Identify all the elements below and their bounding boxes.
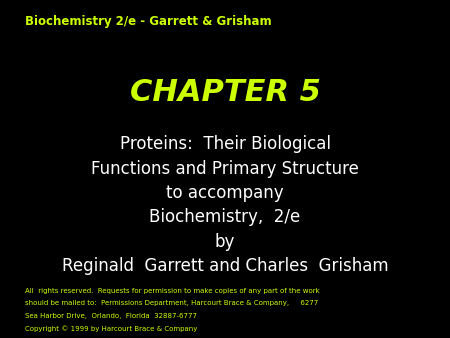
Text: CHAPTER 5: CHAPTER 5 xyxy=(130,78,320,107)
Text: should be mailed to:  Permissions Department, Harcourt Brace & Company,     6277: should be mailed to: Permissions Departm… xyxy=(25,300,318,307)
Text: to accompany: to accompany xyxy=(166,184,284,202)
Text: Biochemistry 2/e - Garrett & Grisham: Biochemistry 2/e - Garrett & Grisham xyxy=(25,15,271,28)
Text: Functions and Primary Structure: Functions and Primary Structure xyxy=(91,160,359,177)
Text: All  rights reserved.  Requests for permission to make copies of any part of the: All rights reserved. Requests for permis… xyxy=(25,288,319,294)
Text: Copyright © 1999 by Harcourt Brace & Company: Copyright © 1999 by Harcourt Brace & Com… xyxy=(25,325,197,332)
Text: Reginald  Garrett and Charles  Grisham: Reginald Garrett and Charles Grisham xyxy=(62,257,388,275)
Text: Proteins:  Their Biological: Proteins: Their Biological xyxy=(120,135,330,153)
Text: by: by xyxy=(215,233,235,250)
Text: Biochemistry,  2/e: Biochemistry, 2/e xyxy=(149,208,301,226)
Text: Sea Harbor Drive,  Orlando,  Florida  32887-6777: Sea Harbor Drive, Orlando, Florida 32887… xyxy=(25,313,197,319)
